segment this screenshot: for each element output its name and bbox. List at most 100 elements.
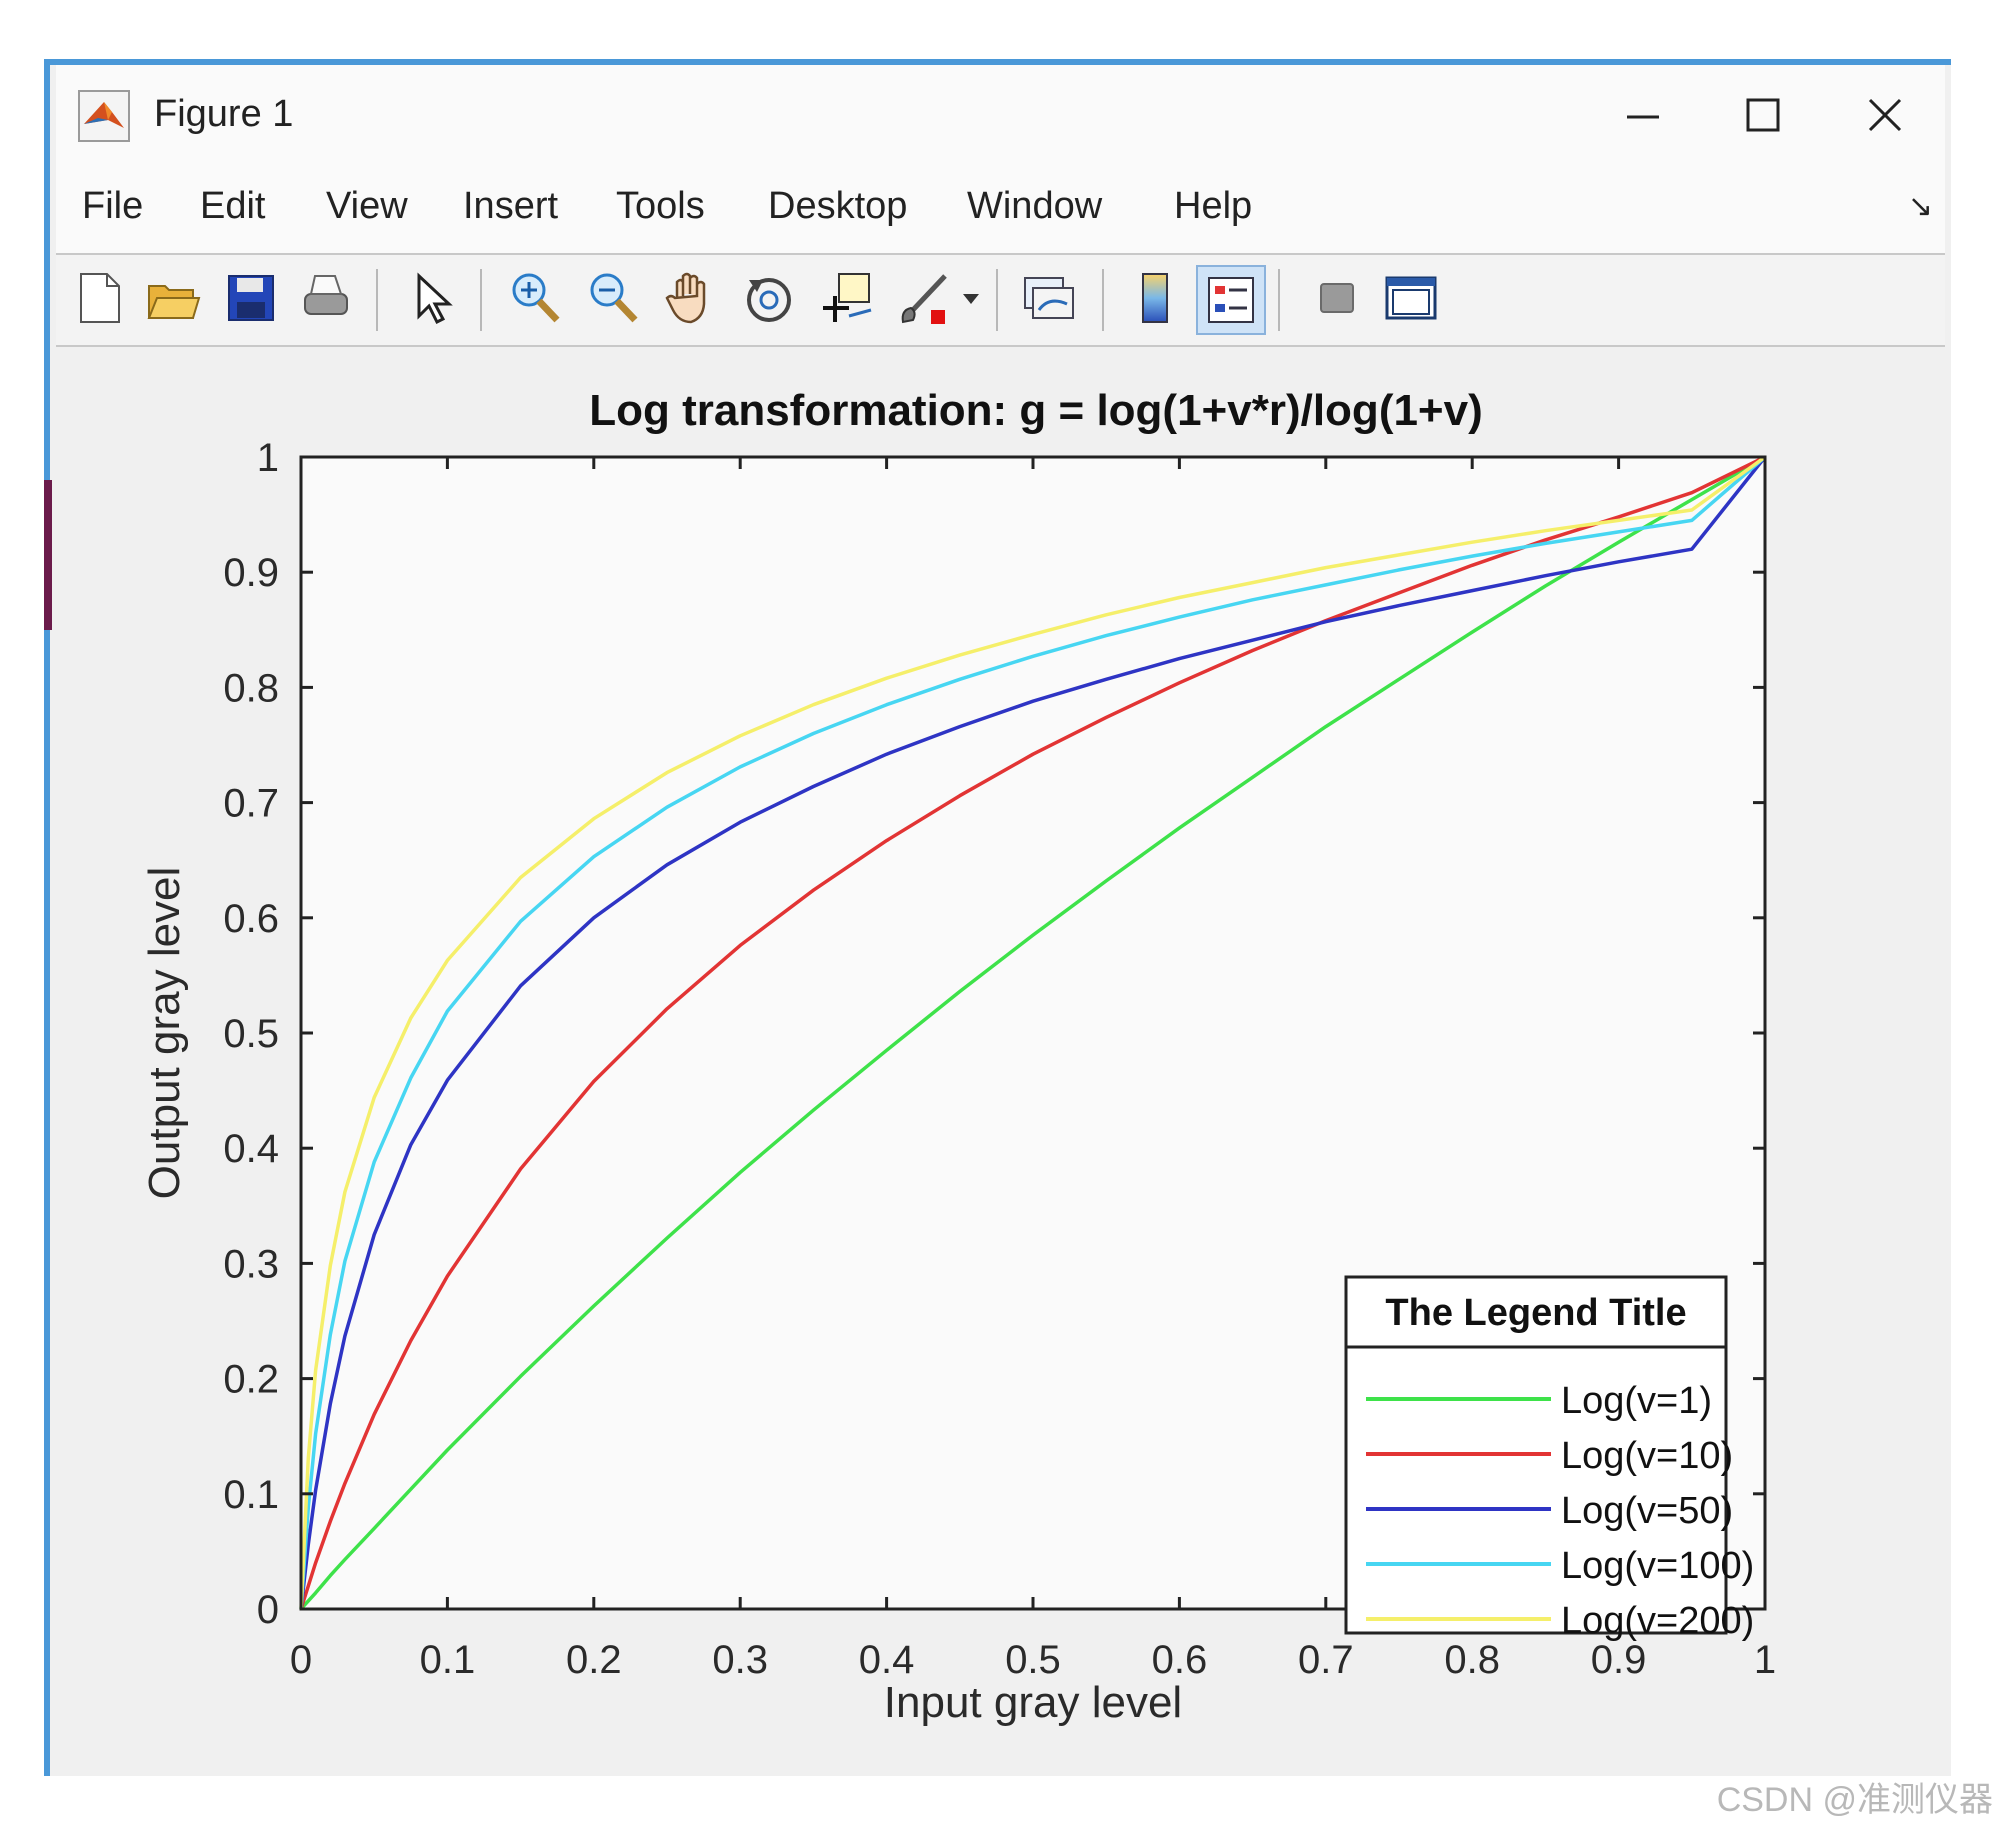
save-icon [228,275,274,321]
figure-canvas-area: Log transformation: g = log(1+v*r)/log(1… [56,347,1945,1770]
chart[interactable]: Log transformation: g = log(1+v*r)/log(1… [56,347,1945,1770]
y-tick-label: 0.7 [223,782,279,826]
menu-tools[interactable]: Tools [616,185,705,227]
y-tick-label: 1 [257,436,279,480]
figure-window: Figure 1 File Edit View Insert Tools Des… [56,65,1945,1770]
rotate-3d-button[interactable] [736,265,802,331]
background-window-strip [44,480,52,630]
legend-entry: Log(v=200) [1561,1600,1754,1642]
x-tick-label: 0.2 [566,1638,622,1682]
axes-box [299,455,1767,1611]
brush-button[interactable] [892,265,958,331]
x-tick-label: 0.7 [1298,1638,1354,1682]
y-axis-label: Output gray level [140,867,189,1200]
legend-icon [1208,277,1254,323]
toolbar-separator [996,269,998,331]
link-plot-button[interactable] [1018,265,1084,331]
zoom-out-button[interactable] [580,265,646,331]
legend-entry: Log(v=50) [1561,1490,1733,1532]
series-line-Log(v=200) [299,455,1767,1610]
watermark: CSDN @准测仪器 [1716,1781,1993,1819]
legend-title: The Legend Title [1385,1292,1686,1334]
series-line-Log(v=10) [299,455,1766,1610]
menu-view[interactable]: View [326,185,408,227]
ticks-layer: 0 0.1 0.2 0.3 0.4 0.5 0.6 0.7 0.8 0.9 1 0 0.1 0.2 0.3 0… [223,436,1776,1682]
toolbar-separator [1102,269,1104,331]
y-tick-label: 0.4 [223,1127,279,1171]
menu-desktop[interactable]: Desktop [768,185,908,227]
menu-help[interactable]: Help [1174,185,1253,227]
data-cursor-icon [823,273,872,322]
window-title: Figure 1 [154,93,294,135]
print-button[interactable] [292,265,358,331]
menu-file[interactable]: File [82,185,144,227]
x-tick-label: 0.5 [1005,1638,1061,1682]
y-tick-label: 0.3 [223,1242,279,1286]
y-tick-label: 0.5 [223,1012,279,1056]
toolbar-separator [376,269,378,331]
x-tick-label: 0.9 [1591,1638,1647,1682]
toolbar-separator [480,269,482,331]
y-tick-label: 0.8 [223,666,279,710]
hide-plot-tools-button[interactable] [1304,265,1370,331]
toolbar [56,255,1945,347]
open-file-button[interactable] [140,265,206,331]
colorbar-icon [1142,273,1168,323]
brush-dropdown-button[interactable] [956,265,986,331]
x-tick-label: 0.3 [712,1638,768,1682]
data-cursor-button[interactable] [814,265,880,331]
new-figure-icon [80,273,120,323]
menu-insert[interactable]: Insert [463,185,559,227]
legend-entry: Log(v=1) [1561,1380,1712,1422]
legend[interactable]: The Legend Title Log(v=1) Log(v=10) Log(v=… [1344,1275,1754,1642]
minimize-button[interactable] [1603,83,1683,147]
title-bar: Figure 1 [56,65,1945,165]
legend-items: Log(v=1) Log(v=10) Log(v=50) Log(v=100) Log(… [1366,1380,1754,1642]
y-tick-label: 0.2 [223,1358,279,1402]
show-plot-tools-icon [1385,276,1437,320]
menu-bar: File Edit View Insert Tools Desktop Wind… [56,165,1945,255]
x-tick-label: 0.4 [859,1638,915,1682]
series-layer [299,455,1767,1611]
x-tick-label: 0.6 [1152,1638,1208,1682]
matlab-logo-icon [78,90,130,142]
x-tick-label: 0.8 [1444,1638,1500,1682]
series-line-Log(v=1) [299,455,1766,1611]
brush-dropdown-icon [963,294,979,304]
zoom-out-icon [590,273,638,323]
maximize-button[interactable] [1723,83,1803,147]
x-tick-label: 0 [290,1638,312,1682]
pointer-button[interactable] [398,265,464,331]
hide-plot-tools-icon [1320,283,1354,313]
series-line-Log(v=50) [299,455,1767,1610]
brush-icon [901,274,947,324]
y-tick-label: 0.6 [223,897,279,941]
zoom-in-icon [512,273,560,323]
new-figure-button[interactable] [66,265,132,331]
chart-title: Log transformation: g = log(1+v*r)/log(1… [589,386,1483,435]
x-tick-label: 1 [1754,1638,1776,1682]
colorbar-button[interactable] [1122,265,1188,331]
x-axis-label: Input gray level [884,1678,1182,1727]
y-tick-label: 0.1 [223,1473,279,1517]
pan-button[interactable] [658,265,724,331]
y-tick-label: 0.9 [223,551,279,595]
close-button[interactable] [1845,83,1925,147]
pan-hand-icon [665,272,706,324]
menu-expand-icon[interactable]: ↘ [1907,190,1933,223]
y-tick-label: 0 [257,1588,279,1632]
close-icon [1868,98,1902,132]
show-plot-tools-button[interactable] [1378,265,1444,331]
toolbar-separator [1278,269,1280,331]
legend-button[interactable] [1196,265,1266,335]
menu-edit[interactable]: Edit [200,185,266,227]
save-button[interactable] [218,265,284,331]
rotate-3d-icon [747,278,791,322]
maximize-icon [1746,98,1780,132]
x-tick-label: 0.1 [420,1638,476,1682]
legend-entry: Log(v=10) [1561,1435,1733,1477]
pointer-icon [417,272,453,325]
menu-window[interactable]: Window [967,185,1103,227]
minimize-icon [1627,115,1659,119]
zoom-in-button[interactable] [502,265,568,331]
